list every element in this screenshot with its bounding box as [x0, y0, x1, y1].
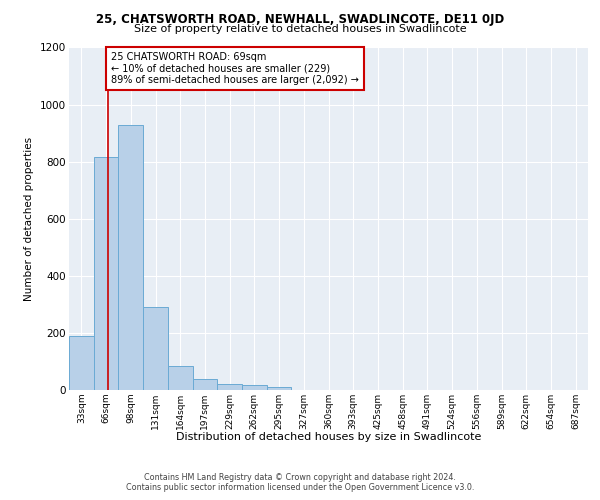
Bar [193, 380, 217, 390]
Text: Size of property relative to detached houses in Swadlincote: Size of property relative to detached ho… [134, 24, 466, 34]
Text: Contains HM Land Registry data © Crown copyright and database right 2024.: Contains HM Land Registry data © Crown c… [144, 472, 456, 482]
Bar [217, 384, 242, 390]
Bar [267, 387, 292, 390]
Bar [69, 336, 94, 390]
Bar [242, 385, 267, 390]
Text: Distribution of detached houses by size in Swadlincote: Distribution of detached houses by size … [176, 432, 481, 442]
Y-axis label: Number of detached properties: Number of detached properties [25, 136, 34, 301]
Bar [168, 366, 193, 390]
Text: 25, CHATSWORTH ROAD, NEWHALL, SWADLINCOTE, DE11 0JD: 25, CHATSWORTH ROAD, NEWHALL, SWADLINCOT… [96, 12, 504, 26]
Bar [118, 124, 143, 390]
Bar [143, 307, 168, 390]
Text: Contains public sector information licensed under the Open Government Licence v3: Contains public sector information licen… [126, 484, 474, 492]
Bar [94, 158, 118, 390]
Text: 25 CHATSWORTH ROAD: 69sqm
← 10% of detached houses are smaller (229)
89% of semi: 25 CHATSWORTH ROAD: 69sqm ← 10% of detac… [111, 52, 359, 85]
